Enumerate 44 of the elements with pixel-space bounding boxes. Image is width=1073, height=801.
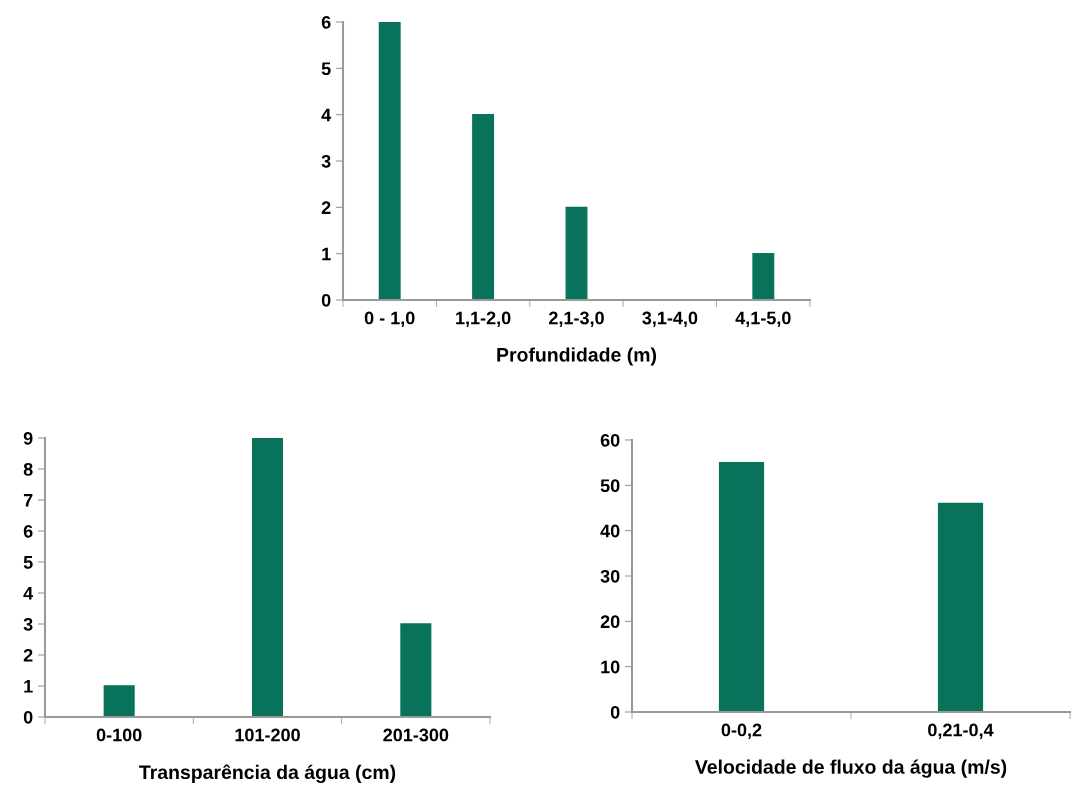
y-tick-label: 1 bbox=[322, 247, 331, 261]
y-tick-label: 40 bbox=[600, 524, 620, 538]
y-tick-label: 20 bbox=[600, 615, 620, 629]
y-tick-label: 5 bbox=[321, 62, 331, 76]
bar bbox=[400, 623, 432, 717]
y-tick-label: 60 bbox=[600, 433, 620, 447]
y-tick-label: 50 bbox=[600, 479, 620, 493]
x-tick-label: 0,21-0,4 bbox=[928, 723, 994, 739]
x-axis-title: Velocidade de fluxo da água (m/s) bbox=[695, 759, 1007, 778]
y-tick-label: 30 bbox=[600, 569, 620, 583]
y-tick-label: 4 bbox=[23, 587, 34, 600]
bar bbox=[378, 22, 401, 300]
y-tick-label: 3 bbox=[23, 617, 33, 631]
y-tick-label: 8 bbox=[23, 462, 33, 476]
y-tick-label: 3 bbox=[321, 154, 331, 168]
x-tick-label: 0-100 bbox=[96, 728, 142, 742]
y-tick-label: 1 bbox=[24, 680, 33, 693]
x-tick-label: 0 - 1,0 bbox=[364, 311, 415, 327]
bar bbox=[752, 252, 775, 300]
y-tick-label: 0 bbox=[321, 293, 331, 307]
y-tick-label: 6 bbox=[23, 524, 33, 538]
y-tick-label: 2 bbox=[23, 648, 33, 662]
x-tick-label: 4,1-5,0 bbox=[735, 311, 791, 327]
x-tick-label: 2,1-3,0 bbox=[549, 311, 604, 327]
bar bbox=[472, 113, 495, 300]
y-tick-label: 10 bbox=[601, 660, 620, 674]
x-tick-label: 201-300 bbox=[383, 728, 449, 742]
x-axis-title: Transparência da água (cm) bbox=[139, 764, 396, 784]
y-tick-label: 6 bbox=[321, 15, 331, 29]
x-axis-title: Profundidade (m) bbox=[497, 347, 657, 366]
bar bbox=[103, 685, 135, 717]
x-tick-label: 3,1-4,0 bbox=[642, 311, 698, 327]
y-tick-label: 0 bbox=[23, 710, 33, 724]
y-tick-label: 9 bbox=[23, 431, 33, 445]
x-tick-label: 101-200 bbox=[235, 728, 300, 742]
y-tick-label: 7 bbox=[23, 494, 33, 507]
y-tick-label: 2 bbox=[321, 201, 331, 214]
x-tick-label: 1,1-2,0 bbox=[456, 311, 511, 327]
y-tick-label: 4 bbox=[321, 108, 332, 122]
y-tick-label: 5 bbox=[23, 556, 33, 569]
y-tick-label: 0 bbox=[610, 705, 620, 719]
bar bbox=[565, 206, 588, 300]
bar bbox=[251, 438, 284, 717]
x-tick-label: 0-0,2 bbox=[721, 723, 762, 739]
